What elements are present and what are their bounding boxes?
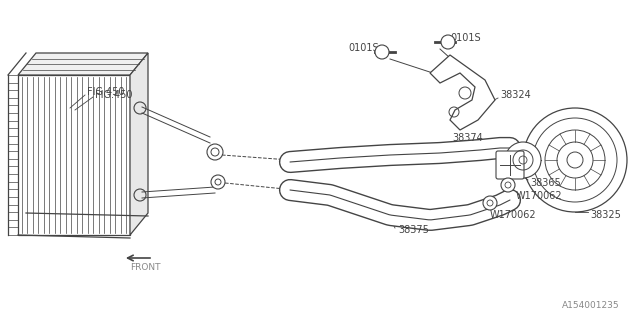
Text: W170062: W170062 xyxy=(516,191,563,201)
Text: 38375: 38375 xyxy=(398,225,429,235)
Polygon shape xyxy=(430,55,495,130)
Text: FIG.450: FIG.450 xyxy=(95,90,132,100)
Circle shape xyxy=(441,35,455,49)
Text: A154001235: A154001235 xyxy=(563,301,620,310)
Circle shape xyxy=(523,108,627,212)
Text: 38365: 38365 xyxy=(530,178,561,188)
Polygon shape xyxy=(130,53,148,235)
Text: 0101S: 0101S xyxy=(450,33,481,43)
Circle shape xyxy=(207,144,223,160)
Circle shape xyxy=(211,175,225,189)
FancyBboxPatch shape xyxy=(496,151,524,179)
Polygon shape xyxy=(18,53,148,75)
Circle shape xyxy=(501,178,515,192)
Circle shape xyxy=(375,45,389,59)
Text: W170062: W170062 xyxy=(490,210,536,220)
Text: 0101S: 0101S xyxy=(348,43,379,53)
Text: FIG.450: FIG.450 xyxy=(87,87,125,97)
Circle shape xyxy=(505,142,541,178)
Text: 38374: 38374 xyxy=(452,133,483,143)
Polygon shape xyxy=(18,75,130,235)
Circle shape xyxy=(483,196,497,210)
Text: 38324: 38324 xyxy=(500,90,531,100)
Text: FRONT: FRONT xyxy=(130,263,161,273)
Text: 38325: 38325 xyxy=(590,210,621,220)
